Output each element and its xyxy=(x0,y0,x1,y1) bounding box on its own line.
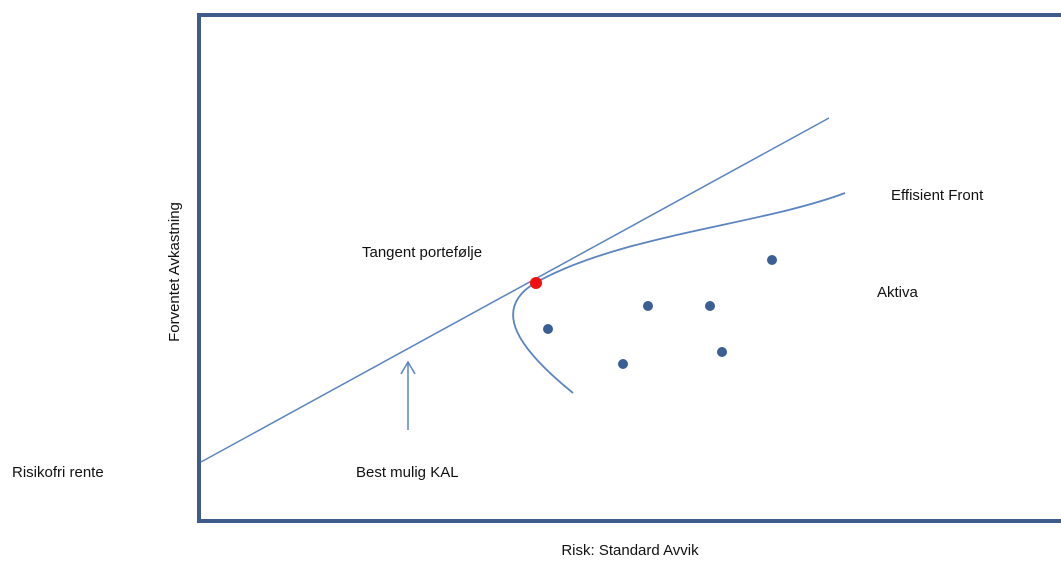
tangent-point xyxy=(530,277,542,289)
tangent-label: Tangent portefølje xyxy=(362,244,482,261)
y-axis-label: Forventet Avkastning xyxy=(166,202,183,342)
efficient-frontier xyxy=(512,192,846,394)
risk-free-label: Risikofri rente xyxy=(12,464,104,481)
frontier-label: Effisient Front xyxy=(891,187,984,204)
arrow xyxy=(400,360,416,430)
asset-dots xyxy=(543,255,777,369)
asset-dot xyxy=(543,324,553,334)
asset-dot xyxy=(705,301,715,311)
asset-dot xyxy=(717,347,727,357)
asset-dot xyxy=(618,359,628,369)
x-axis-label: Risk: Standard Avvik xyxy=(561,542,699,559)
best-cal-label: Best mulig KAL xyxy=(356,464,459,481)
asset-dot xyxy=(767,255,777,265)
assets-label: Aktiva xyxy=(877,284,919,301)
plot-frame xyxy=(197,13,1061,523)
capital-allocation-line xyxy=(200,117,830,463)
asset-dot xyxy=(643,301,653,311)
